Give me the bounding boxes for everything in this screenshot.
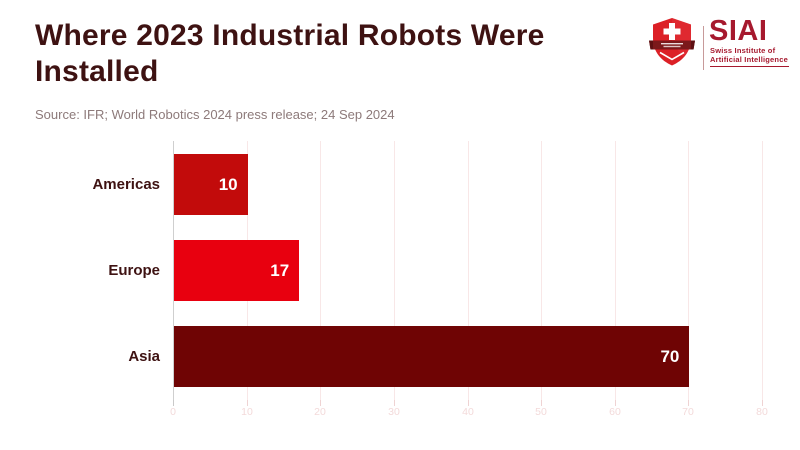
x-tick-60 [615,400,616,406]
x-tick-label-60: 60 [609,406,621,418]
bar-americas: 10 [174,154,248,215]
gridline-30 [394,141,395,400]
bar-europe: 17 [174,240,300,301]
logo-subtitle-line1: Swiss Institute of [710,46,776,55]
category-label-asia: Asia [128,347,160,365]
logo-acronym: SIAI [709,15,768,47]
bar-value-label-americas: 10 [218,174,238,194]
logo-divider [703,26,704,70]
logo-subtitle: Swiss Institute of Artificial Intelligen… [710,46,788,64]
x-tick-label-20: 20 [314,406,326,418]
gridline-50 [541,141,542,400]
page-title: Where 2023 Industrial Robots Were Instal… [35,19,545,88]
x-tick-label-80: 80 [756,406,768,418]
logo-subtitle-line2: Artificial Intelligence [710,54,788,64]
logo-underline [710,66,789,67]
x-tick-70 [688,400,689,406]
gridline-0 [173,141,174,400]
gridline-80 [762,141,763,400]
gridline-40 [468,141,469,400]
x-tick-label-40: 40 [462,406,474,418]
category-label-europe: Europe [108,261,160,279]
bar-asia: 70 [174,326,690,387]
category-label-americas: Americas [92,175,160,193]
gridline-20 [320,141,321,400]
x-tick-label-70: 70 [682,406,694,418]
bar-value-label-asia: 70 [660,346,680,366]
x-tick-label-10: 10 [241,406,253,418]
x-tick-label-50: 50 [535,406,547,418]
gridline-70 [688,141,689,400]
x-tick-label-0: 0 [170,406,176,418]
x-tick-10 [247,400,248,406]
x-tick-0 [173,400,174,406]
x-tick-80 [762,400,763,406]
siai-shield-icon [649,18,695,66]
x-tick-40 [468,400,469,406]
siai-logo: SIAI Swiss Institute of Artificial Intel… [646,14,791,74]
bar-value-label-europe: 17 [270,260,290,280]
gridline-60 [615,141,616,400]
source-caption: Source: IFR; World Robotics 2024 press r… [35,107,395,122]
x-tick-20 [320,400,321,406]
x-tick-50 [541,400,542,406]
plot-area: 10 17 70 [173,141,763,400]
x-tick-label-30: 30 [388,406,400,418]
x-tick-30 [394,400,395,406]
